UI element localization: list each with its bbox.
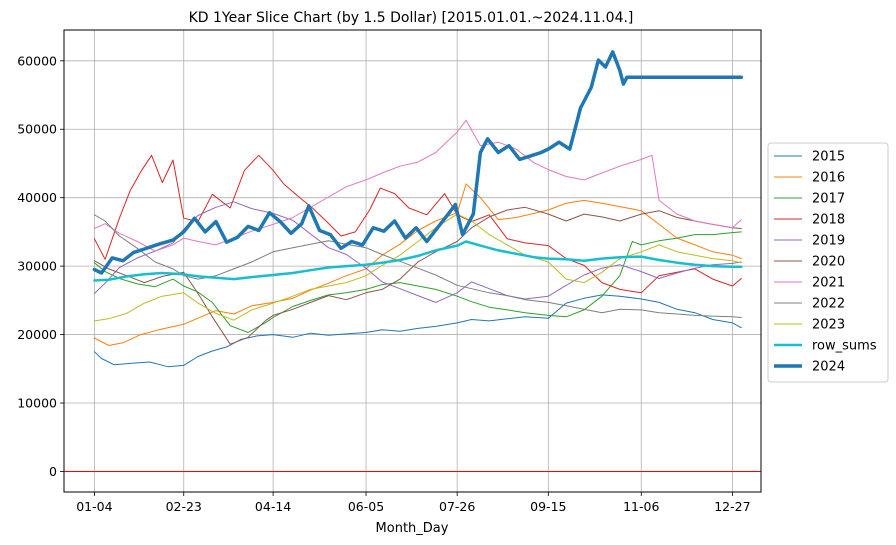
legend-label: 2021 [812, 276, 845, 291]
series-line-2021 [93, 119, 742, 252]
legend-label: 2023 [812, 318, 845, 333]
chart-title: KD 1Year Slice Chart (by 1.5 Dollar) [20… [189, 10, 634, 26]
y-tick-label: 20000 [17, 327, 57, 342]
series-line-2024 [92, 50, 744, 275]
legend-label: 2024 [812, 360, 845, 375]
x-axis-label: Month_Day [376, 521, 449, 536]
legend-label: 2017 [812, 192, 845, 207]
x-tick-label: 11-06 [623, 499, 659, 514]
x-axis: 01-04 02-23 04-14 06-05 07-26 09-15 11-06 12-27 [76, 492, 751, 514]
plot-frame [63, 29, 762, 493]
series-line-2018 [93, 154, 742, 294]
series-line-2015 [93, 294, 742, 368]
y-axis: 0 10000 20000 30000 40000 50000 60000 [17, 53, 64, 479]
legend: 2015 2016 2017 2018 2019 2020 2021 2022 2023 row_… [767, 142, 889, 383]
x-tick-label: 07-26 [439, 499, 475, 514]
legend-label: 2015 [812, 150, 845, 165]
series-line-2022 [93, 214, 742, 318]
x-tick-label: 04-14 [255, 499, 291, 514]
series-line-2016 [93, 183, 742, 346]
x-tick-label: 01-04 [76, 499, 112, 514]
y-tick-label: 10000 [17, 396, 57, 411]
x-tick-label: 09-15 [530, 499, 566, 514]
x-tick-label: 02-23 [166, 499, 202, 514]
series-line-2019 [93, 201, 742, 303]
series-lines [92, 50, 744, 368]
y-tick-label: 0 [49, 464, 57, 479]
y-tick-label: 40000 [17, 190, 57, 205]
legend-label: 2016 [812, 171, 845, 186]
y-tick-label: 30000 [17, 259, 57, 274]
series-line-2020 [93, 206, 742, 345]
series-line-2017 [93, 231, 742, 333]
legend-label: 2019 [812, 234, 845, 249]
y-tick-label: 60000 [17, 53, 57, 68]
x-tick-label: 12-27 [714, 499, 750, 514]
legend-label: 2020 [812, 255, 845, 270]
x-tick-label: 06-05 [348, 499, 384, 514]
grid [64, 30, 761, 492]
legend-label: 2018 [812, 213, 845, 228]
legend-label: row_sums [812, 339, 877, 354]
y-tick-label: 50000 [17, 122, 57, 137]
legend-box [767, 142, 889, 383]
series-line-row_sums [93, 240, 743, 282]
legend-label: 2022 [812, 297, 845, 312]
series-line-2023 [93, 213, 742, 322]
